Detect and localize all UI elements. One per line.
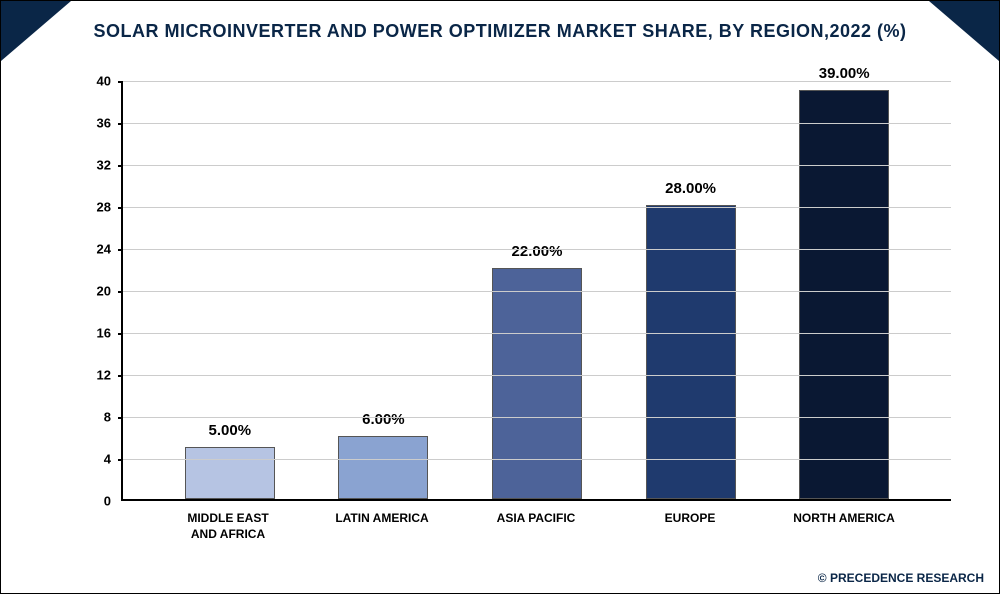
x-axis-label: MIDDLE EASTAND AFRICA bbox=[151, 511, 305, 542]
header-right-triangle bbox=[929, 1, 999, 61]
bars-row: 5.00%6.00% 22.00% 28.00%39.00% bbox=[123, 81, 951, 499]
y-tick-label: 24 bbox=[81, 242, 111, 257]
bar-group: 39.00% bbox=[767, 81, 921, 499]
y-tick-mark bbox=[118, 81, 123, 83]
bar-group: 6.00% bbox=[307, 81, 461, 499]
y-tick-mark bbox=[118, 417, 123, 419]
gridline bbox=[123, 123, 951, 124]
bar-group: 5.00% bbox=[153, 81, 307, 499]
gridline bbox=[123, 165, 951, 166]
y-tick-label: 12 bbox=[81, 368, 111, 383]
chart-header: SOLAR MICROINVERTER AND POWER OPTIMIZER … bbox=[1, 1, 999, 61]
copyright-text: © PRECEDENCE RESEARCH bbox=[818, 571, 984, 585]
y-tick-label: 4 bbox=[81, 452, 111, 467]
y-tick-label: 32 bbox=[81, 158, 111, 173]
gridline bbox=[123, 249, 951, 250]
header-left-triangle bbox=[1, 1, 71, 61]
y-tick-mark bbox=[118, 459, 123, 461]
y-tick-mark bbox=[118, 123, 123, 125]
bar-value-label: 28.00% bbox=[614, 180, 768, 197]
y-tick-mark bbox=[118, 249, 123, 251]
y-tick-mark bbox=[118, 333, 123, 335]
chart-title: SOLAR MICROINVERTER AND POWER OPTIMIZER … bbox=[93, 21, 906, 42]
y-tick-label: 0 bbox=[81, 494, 111, 509]
x-axis-labels: MIDDLE EASTAND AFRICALATIN AMERICAASIA P… bbox=[121, 511, 951, 542]
chart-area: 0481216202428323640 5.00%6.00%22.00%28.0… bbox=[81, 81, 951, 501]
gridline bbox=[123, 291, 951, 292]
plot-area: 5.00%6.00% 22.00% 28.00%39.00% bbox=[121, 81, 951, 501]
bar-value-label: 39.00% bbox=[767, 65, 921, 82]
gridline bbox=[123, 459, 951, 460]
bar bbox=[492, 268, 582, 499]
gridline bbox=[123, 333, 951, 334]
y-axis: 0481216202428323640 bbox=[81, 81, 111, 501]
gridline bbox=[123, 81, 951, 82]
bar-value-label: 6.00% bbox=[307, 411, 461, 428]
bar-group: 28.00% bbox=[614, 81, 768, 499]
gridline bbox=[123, 375, 951, 376]
y-tick-mark bbox=[118, 291, 123, 293]
bar-value-label: 5.00% bbox=[153, 422, 307, 439]
y-tick-mark bbox=[118, 207, 123, 209]
x-axis-label: ASIA PACIFIC bbox=[459, 511, 613, 542]
gridline bbox=[123, 207, 951, 208]
bar-value-label: 22.00% bbox=[460, 243, 614, 260]
y-tick-mark bbox=[118, 375, 123, 377]
x-axis-label: NORTH AMERICA bbox=[767, 511, 921, 542]
gridline bbox=[123, 417, 951, 418]
y-tick-label: 28 bbox=[81, 200, 111, 215]
y-tick-label: 40 bbox=[81, 74, 111, 89]
bar bbox=[185, 447, 275, 500]
bar-group: 22.00% bbox=[460, 81, 614, 499]
y-tick-mark bbox=[118, 165, 123, 167]
y-tick-label: 8 bbox=[81, 410, 111, 425]
chart-container: SOLAR MICROINVERTER AND POWER OPTIMIZER … bbox=[0, 0, 1000, 594]
bar bbox=[799, 90, 889, 500]
y-tick-label: 16 bbox=[81, 326, 111, 341]
y-tick-label: 20 bbox=[81, 284, 111, 299]
x-axis-label: LATIN AMERICA bbox=[305, 511, 459, 542]
y-tick-label: 36 bbox=[81, 116, 111, 131]
x-axis-label: EUROPE bbox=[613, 511, 767, 542]
bar bbox=[338, 436, 428, 499]
